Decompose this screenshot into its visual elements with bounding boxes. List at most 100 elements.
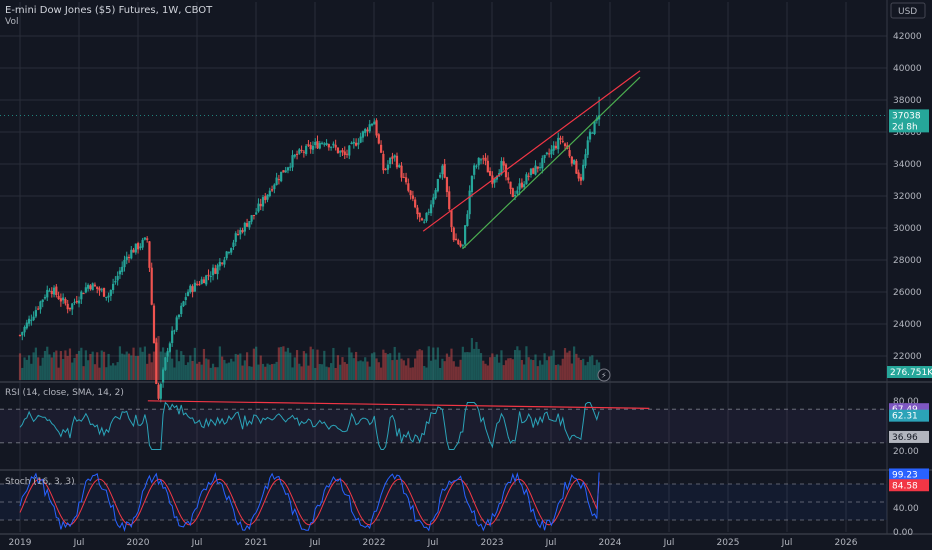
candle-body [420,218,424,221]
candle-body [395,155,399,168]
volume-bar [186,362,190,380]
candle-body [427,211,430,213]
candle-body [221,262,224,264]
candle-body [150,267,153,305]
volume-bar [148,353,151,380]
volume-bar [57,367,60,380]
stoch-k-tag: 99.23 [892,470,918,480]
stoch-d-tag-bg [889,479,929,492]
candle-body [123,259,126,268]
lightning-icon[interactable] [597,368,611,382]
volume-bar [200,364,203,380]
time-axis[interactable]: 2019 Jul 2020 Jul 2021 Jul 2022 Jul 2023 Jul 2024 J… [9,538,858,548]
volume-bar [373,352,376,380]
price-axis[interactable]: 42000 40000 38000 36000 34000 32000 30000 28000… [887,32,932,538]
candle-body [186,291,190,296]
volume-bar [293,357,296,380]
time-tick-label: 2026 [835,538,858,548]
volume-bars [18,336,601,380]
candle-body [259,203,262,207]
candle-body [34,310,37,317]
currency-button[interactable] [890,2,926,19]
candle-body [563,143,567,147]
candle-body [336,147,340,154]
volume-bar [479,353,483,380]
candle-body [46,289,49,298]
candle-body [382,153,385,171]
candle-body [182,301,185,307]
candle-body [543,154,546,159]
time-tick-label: Jul [781,538,793,548]
candle-body [414,199,417,208]
volume-bar [184,365,187,380]
volume-bar [341,357,344,380]
volume-bar [55,350,58,380]
volume-bar [59,351,62,380]
candle-body [132,249,135,253]
volume-bar [257,364,260,380]
volume-bar [461,346,464,380]
candle-body [327,144,330,148]
volume-bar [325,366,328,380]
candle-body [121,266,124,272]
candle-body [334,144,337,148]
volume-bar [241,365,244,380]
volume-bar [102,351,106,380]
volume-bar [311,349,315,380]
volume-bar [575,353,578,380]
stoch-d-tag: 84.58 [892,481,918,491]
volume-bar [239,353,242,380]
candle-body [102,288,106,297]
volume-bar [314,367,317,380]
candle-body [48,290,51,292]
volume-bar [595,359,598,380]
candle-body [57,295,60,300]
candle-body [400,165,403,178]
volume-bar [420,350,424,380]
volume-bar [352,358,355,380]
volume-bar [168,348,171,380]
candle-body [343,151,346,155]
volume-bar [286,347,290,380]
candle-body [277,179,280,181]
candle-body [300,149,303,151]
volume-bar [452,361,455,380]
candle-body [470,175,474,193]
candle-body [234,233,237,242]
candle-body [184,297,187,301]
candle-body [252,215,256,217]
volume-bar [177,361,181,380]
rsi-trendline [147,400,650,409]
volume-bar [473,348,476,380]
candle-body [59,298,62,302]
volume-bar [46,346,49,380]
volume-bar [414,358,417,380]
candle-body [166,351,169,357]
candle-body [52,287,56,295]
candle-body [552,145,555,151]
volume-bar [377,362,380,380]
candle-body [545,152,548,155]
volume-bar [152,351,156,380]
volume-bar [284,351,287,380]
volume-bar [82,366,85,380]
volume-bar [282,346,285,380]
volume-bar [593,365,596,380]
candle-body [425,212,428,221]
candle-body [75,300,78,303]
volume-bar [295,350,299,380]
volume-bar [548,356,551,380]
volume-bar [464,352,467,380]
candle-body [541,158,544,169]
candle-body [561,140,564,142]
candle-body [466,214,469,227]
volume-bar [518,350,521,380]
volume-bar [161,347,165,380]
volume-bar [250,366,253,380]
candle-body [148,241,151,268]
candle-body [345,153,349,155]
volume-bar [345,363,349,380]
candle-body [393,155,396,158]
candle-body [41,299,44,302]
